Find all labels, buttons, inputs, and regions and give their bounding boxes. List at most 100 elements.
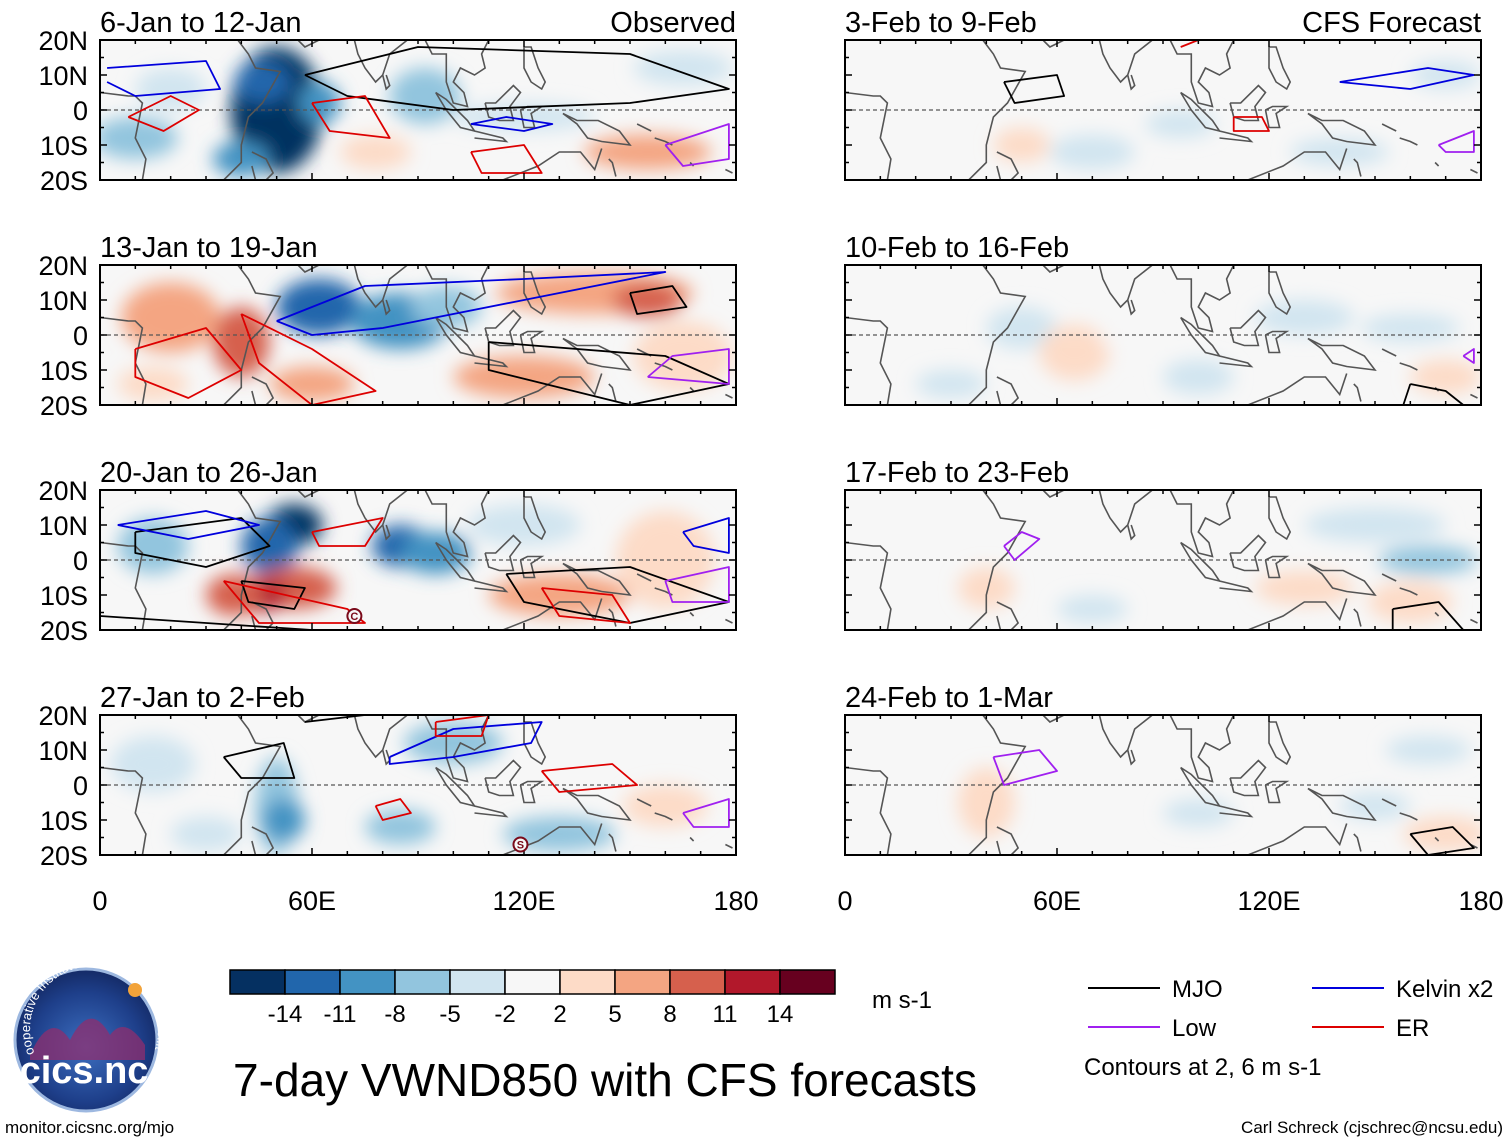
panel-title: 20-Jan to 26-Jan <box>100 457 318 489</box>
coastline <box>1229 534 1267 572</box>
coastline <box>1169 265 1235 333</box>
x-tick-label: 0 <box>92 886 107 916</box>
field-cell <box>389 68 461 124</box>
y-tick-label: 10N <box>38 61 88 91</box>
panel-4: 27-Jan to 2-Feb 20N 10N 0 10S 20S <box>38 682 737 871</box>
coastline <box>340 40 408 84</box>
field-cell <box>269 366 355 402</box>
colorbar-label: -5 <box>439 1001 460 1028</box>
coastline <box>1268 46 1292 91</box>
colorbar-swatch <box>669 969 726 995</box>
contour-er <box>1232 116 1270 132</box>
coastline <box>1268 271 1292 316</box>
coastline <box>636 798 652 807</box>
coastline <box>381 524 391 541</box>
contour-mjo <box>1391 601 1465 630</box>
y-tick-label: 20S <box>40 391 88 421</box>
coastline <box>725 843 733 849</box>
y-tick-label: 20S <box>40 841 88 871</box>
x-tick-label: 0 <box>837 886 852 916</box>
coastline <box>1042 40 1065 48</box>
panel-title: 3-Feb to 9-Feb <box>845 7 1037 39</box>
coastline <box>996 601 1020 630</box>
panel-3: 20-Jan to 26-Jan 20N 10N 0 10S 20S <box>38 457 737 646</box>
x-tick-label: 120E <box>492 886 555 916</box>
contour-kelvin <box>470 116 554 132</box>
field-cell <box>1099 300 1156 356</box>
coastline <box>1353 608 1362 627</box>
coastline <box>1229 759 1267 797</box>
coastline <box>251 826 275 855</box>
contour-er <box>223 580 366 624</box>
field-cell <box>1254 570 1354 606</box>
contour-mjo <box>629 285 688 315</box>
coastline <box>1353 833 1362 852</box>
coastline <box>654 362 673 371</box>
column-label: Observed <box>610 7 736 39</box>
coastline <box>297 490 320 498</box>
colorbar-label: -14 <box>268 1001 303 1028</box>
coastline <box>1085 265 1153 309</box>
annotation-circle <box>512 836 529 853</box>
y-tick-label: 20N <box>38 476 88 506</box>
coastlines <box>845 40 1478 180</box>
coastline <box>1399 137 1418 146</box>
x-tick-label: 180 <box>1458 886 1503 916</box>
field-cell <box>276 279 362 335</box>
coastline <box>845 265 1027 405</box>
coastline <box>424 40 490 108</box>
y-tick-label: 10N <box>38 736 88 766</box>
field-cell <box>1049 134 1135 170</box>
contour-mjo <box>304 715 366 723</box>
contour-kelvin <box>106 60 222 97</box>
field-cell <box>993 127 1050 163</box>
field-cell <box>622 785 708 827</box>
y-tick-label: 0 <box>73 96 88 126</box>
coastline <box>725 168 733 174</box>
coastline <box>996 151 1020 180</box>
coastline <box>1247 148 1348 180</box>
coastline <box>523 271 547 316</box>
field-cell <box>1290 138 1390 166</box>
field-cell <box>502 816 616 852</box>
y-tick-label: 20N <box>38 251 88 281</box>
coastline <box>1219 355 1254 368</box>
coastline <box>251 376 275 405</box>
field-cell <box>958 567 1015 609</box>
coastline <box>1126 299 1136 316</box>
footer-credit: Carl Schreck (cjschrec@ncsu.edu) <box>1241 1118 1503 1137</box>
colorbar-label: 5 <box>608 1001 621 1028</box>
coastline <box>654 812 673 821</box>
contour-low <box>664 123 730 167</box>
contour-er <box>311 517 384 547</box>
contours <box>223 715 730 828</box>
coastline <box>1399 362 1418 371</box>
annotation-circle <box>346 608 363 624</box>
coastline <box>519 555 545 579</box>
coastline <box>1085 40 1153 84</box>
contour-mjo <box>487 341 730 405</box>
coastline <box>1434 161 1440 167</box>
contour-kelvin <box>388 721 543 765</box>
coastline <box>100 490 282 630</box>
coastline <box>340 490 408 534</box>
coastline <box>381 749 391 766</box>
coastline <box>845 715 1027 855</box>
coastline <box>100 265 282 405</box>
field-cell <box>1367 581 1453 623</box>
coastline <box>1126 74 1136 91</box>
coastline <box>1307 112 1377 147</box>
coastline <box>523 496 547 541</box>
annotation-marker: C <box>346 608 363 624</box>
panel-2: 13-Jan to 19-Jan 20N 10N 0 10S 20S <box>38 232 737 421</box>
coastline <box>562 787 632 822</box>
coastline <box>519 330 545 354</box>
contour-low <box>1003 531 1041 561</box>
coastline <box>1264 555 1290 579</box>
field-cell <box>467 504 581 546</box>
coastlines <box>845 490 1478 630</box>
coastline <box>689 386 695 392</box>
coastline <box>340 715 408 759</box>
field-cell <box>633 321 733 391</box>
